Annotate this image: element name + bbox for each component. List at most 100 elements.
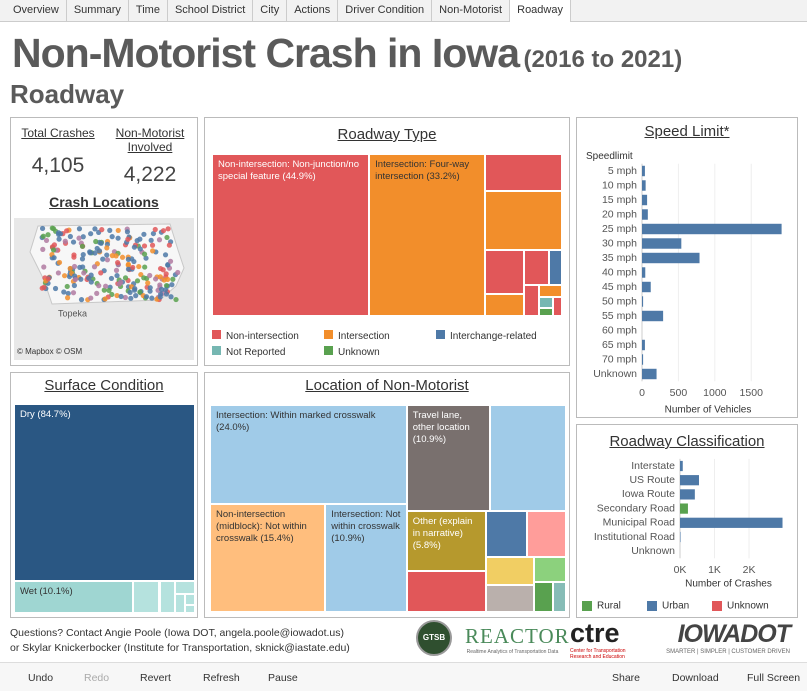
panel-title: Speed Limit*: [644, 123, 730, 140]
section-title: Roadway: [10, 79, 125, 109]
refresh-button[interactable]: Refresh: [203, 672, 240, 684]
download-button[interactable]: Download: [672, 672, 719, 684]
treemap-cell: [133, 581, 160, 613]
legend-item: Unknown: [324, 346, 380, 358]
treemap-cell: Travel lane, other location (10.9%): [406, 405, 490, 512]
treemap-cell: [485, 190, 562, 251]
treemap-cell: [485, 556, 534, 586]
treemap-cell: [548, 250, 562, 285]
treemap-cell: [538, 296, 554, 309]
treemap-cell: [553, 296, 562, 316]
treemap-cell: [174, 594, 185, 613]
treemap-cell: Non-intersection: Non-junction/no specia…: [212, 154, 370, 316]
treemap-cell: [489, 405, 566, 512]
tab[interactable]: Actions: [287, 0, 339, 22]
tab[interactable]: Summary: [67, 0, 129, 22]
treemap: Intersection: Within marked crosswalk (2…: [210, 405, 566, 612]
treemap-cell: [524, 250, 549, 285]
treemap-cell: [524, 284, 539, 316]
tab[interactable]: Driver Condition: [338, 0, 433, 22]
legend-swatch: [212, 346, 221, 355]
tab[interactable]: City: [253, 0, 288, 22]
revert-button[interactable]: Revert: [140, 672, 171, 684]
cell-label: Non-intersection (midblock): Not within …: [216, 508, 307, 544]
treemap: Non-intersection: Non-junction/no specia…: [212, 154, 562, 316]
share-button[interactable]: Share: [612, 672, 641, 684]
treemap-cell: Intersection: Four-way intersection (33.…: [369, 154, 486, 316]
legend-label: Intersection: [338, 331, 390, 342]
cell-label: Intersection: Within marked crosswalk (2…: [216, 410, 376, 433]
logo-tagline: Realtime Analytics of Transportation Dat…: [466, 649, 559, 655]
legend-item: Non-intersection: [212, 330, 299, 342]
undo-button[interactable]: Undo: [28, 672, 54, 684]
panel-title: Roadway Classification: [609, 433, 765, 450]
contact-line: Questions? Contact Angie Poole (Iowa DOT…: [10, 627, 345, 639]
tab-bar: Overview Summary Time School District City Ac…: [0, 0, 807, 22]
cell-label: Dry (84.7%): [20, 409, 71, 420]
treemap-cell: Dry (84.7%): [14, 404, 195, 582]
treemap-cell: [159, 581, 175, 613]
title: Non-Motorist Crash in Iowa: [12, 30, 520, 76]
toolbar: Undo Redo Revert Refresh Pause Share Dow…: [0, 662, 807, 691]
treemap-cell: Other (explain in narrative) (5.8%): [406, 511, 486, 571]
logo-tagline: Center for Transportation Research and E…: [570, 648, 626, 660]
treemap-cell: [538, 308, 554, 316]
logo-reactor: REACTOR Realtime Analytics of Transporta…: [465, 624, 570, 655]
redo-button[interactable]: Redo: [84, 672, 110, 684]
cell-label: Intersection: Not within crosswalk (10.9…: [331, 508, 401, 544]
tab[interactable]: Overview: [6, 0, 67, 22]
panel-title: Location of Non-Motorist: [305, 377, 469, 394]
header: Non-Motorist Crash in Iowa (2016 to 2021…: [12, 30, 682, 77]
contact-line: or Skylar Knickerbocker (Institute for T…: [10, 642, 350, 654]
cell-label: Other (explain in narrative) (5.8%): [412, 516, 473, 552]
treemap-cell: [533, 581, 553, 612]
kpi-value: 4,105: [31, 154, 85, 177]
legend-swatch: [212, 330, 221, 339]
roadway-type-panel: Roadway Type: [204, 117, 570, 366]
legend-label: Interchange-related: [450, 331, 537, 342]
contact: Questions? Contact Angie Poole (Iowa DOT…: [10, 626, 350, 656]
pause-button[interactable]: Pause: [268, 672, 298, 684]
logo-text: ctre: [570, 618, 620, 648]
treemap-cell: Wet (10.1%): [14, 581, 134, 613]
legend-item: Not Reported: [212, 346, 285, 358]
panel-title: Roadway Type: [337, 126, 437, 143]
logo-gtsb: GTSB: [416, 620, 452, 656]
location-panel: Location of Non-Motorist: [204, 372, 570, 618]
legend-item: Intersection: [324, 330, 390, 342]
panel-title: Surface Condition: [44, 377, 164, 394]
treemap-cell: [184, 594, 195, 606]
class-panel: Roadway Classification: [576, 424, 798, 618]
cell-label: Intersection: Four-way intersection (33.…: [375, 159, 470, 182]
map-title: Crash Locations: [49, 194, 159, 210]
tab[interactable]: School District: [168, 0, 254, 22]
legend-swatch: [324, 346, 333, 355]
treemap-cell: Intersection: Within marked crosswalk (2…: [210, 405, 407, 504]
treemap-cell: [485, 250, 525, 295]
logo-ctre: ctre Center for Transportation Research …: [570, 618, 632, 660]
legend-item: Interchange-related: [436, 330, 537, 342]
treemap-cell: [184, 605, 195, 613]
treemap-cell: [538, 284, 562, 297]
treemap-cell: [533, 556, 566, 582]
kpi-label: Non-Motorist Involved: [115, 126, 185, 154]
treemap-cell: Non-intersection (midblock): Not within …: [210, 503, 326, 612]
tab[interactable]: Time: [129, 0, 168, 22]
treemap: Dry (84.7%) Wet (10.1%): [14, 404, 195, 613]
legend-label: Unknown: [338, 347, 380, 358]
cell-label: Travel lane, other location (10.9%): [412, 410, 470, 445]
fullscreen-button[interactable]: Full Screen: [747, 672, 801, 684]
legend-swatch: [324, 330, 333, 339]
treemap-cell: [526, 511, 566, 557]
logo-text: REACTOR: [465, 624, 570, 648]
logo-tagline: SMARTER | SIMPLER | CUSTOMER DRIVEN: [666, 649, 790, 655]
treemap-cell: [485, 154, 562, 191]
tab[interactable]: Non-Motorist: [432, 0, 511, 22]
legend-label: Non-intersection: [226, 331, 299, 342]
subtitle: (2016 to 2021): [523, 46, 683, 73]
legend-swatch: [436, 330, 445, 339]
kpi-panel: Total Crashes 4,105 Non-Motorist Involve…: [10, 117, 198, 366]
tab[interactable]: Roadway: [510, 0, 571, 22]
legend-label: Not Reported: [226, 347, 286, 358]
